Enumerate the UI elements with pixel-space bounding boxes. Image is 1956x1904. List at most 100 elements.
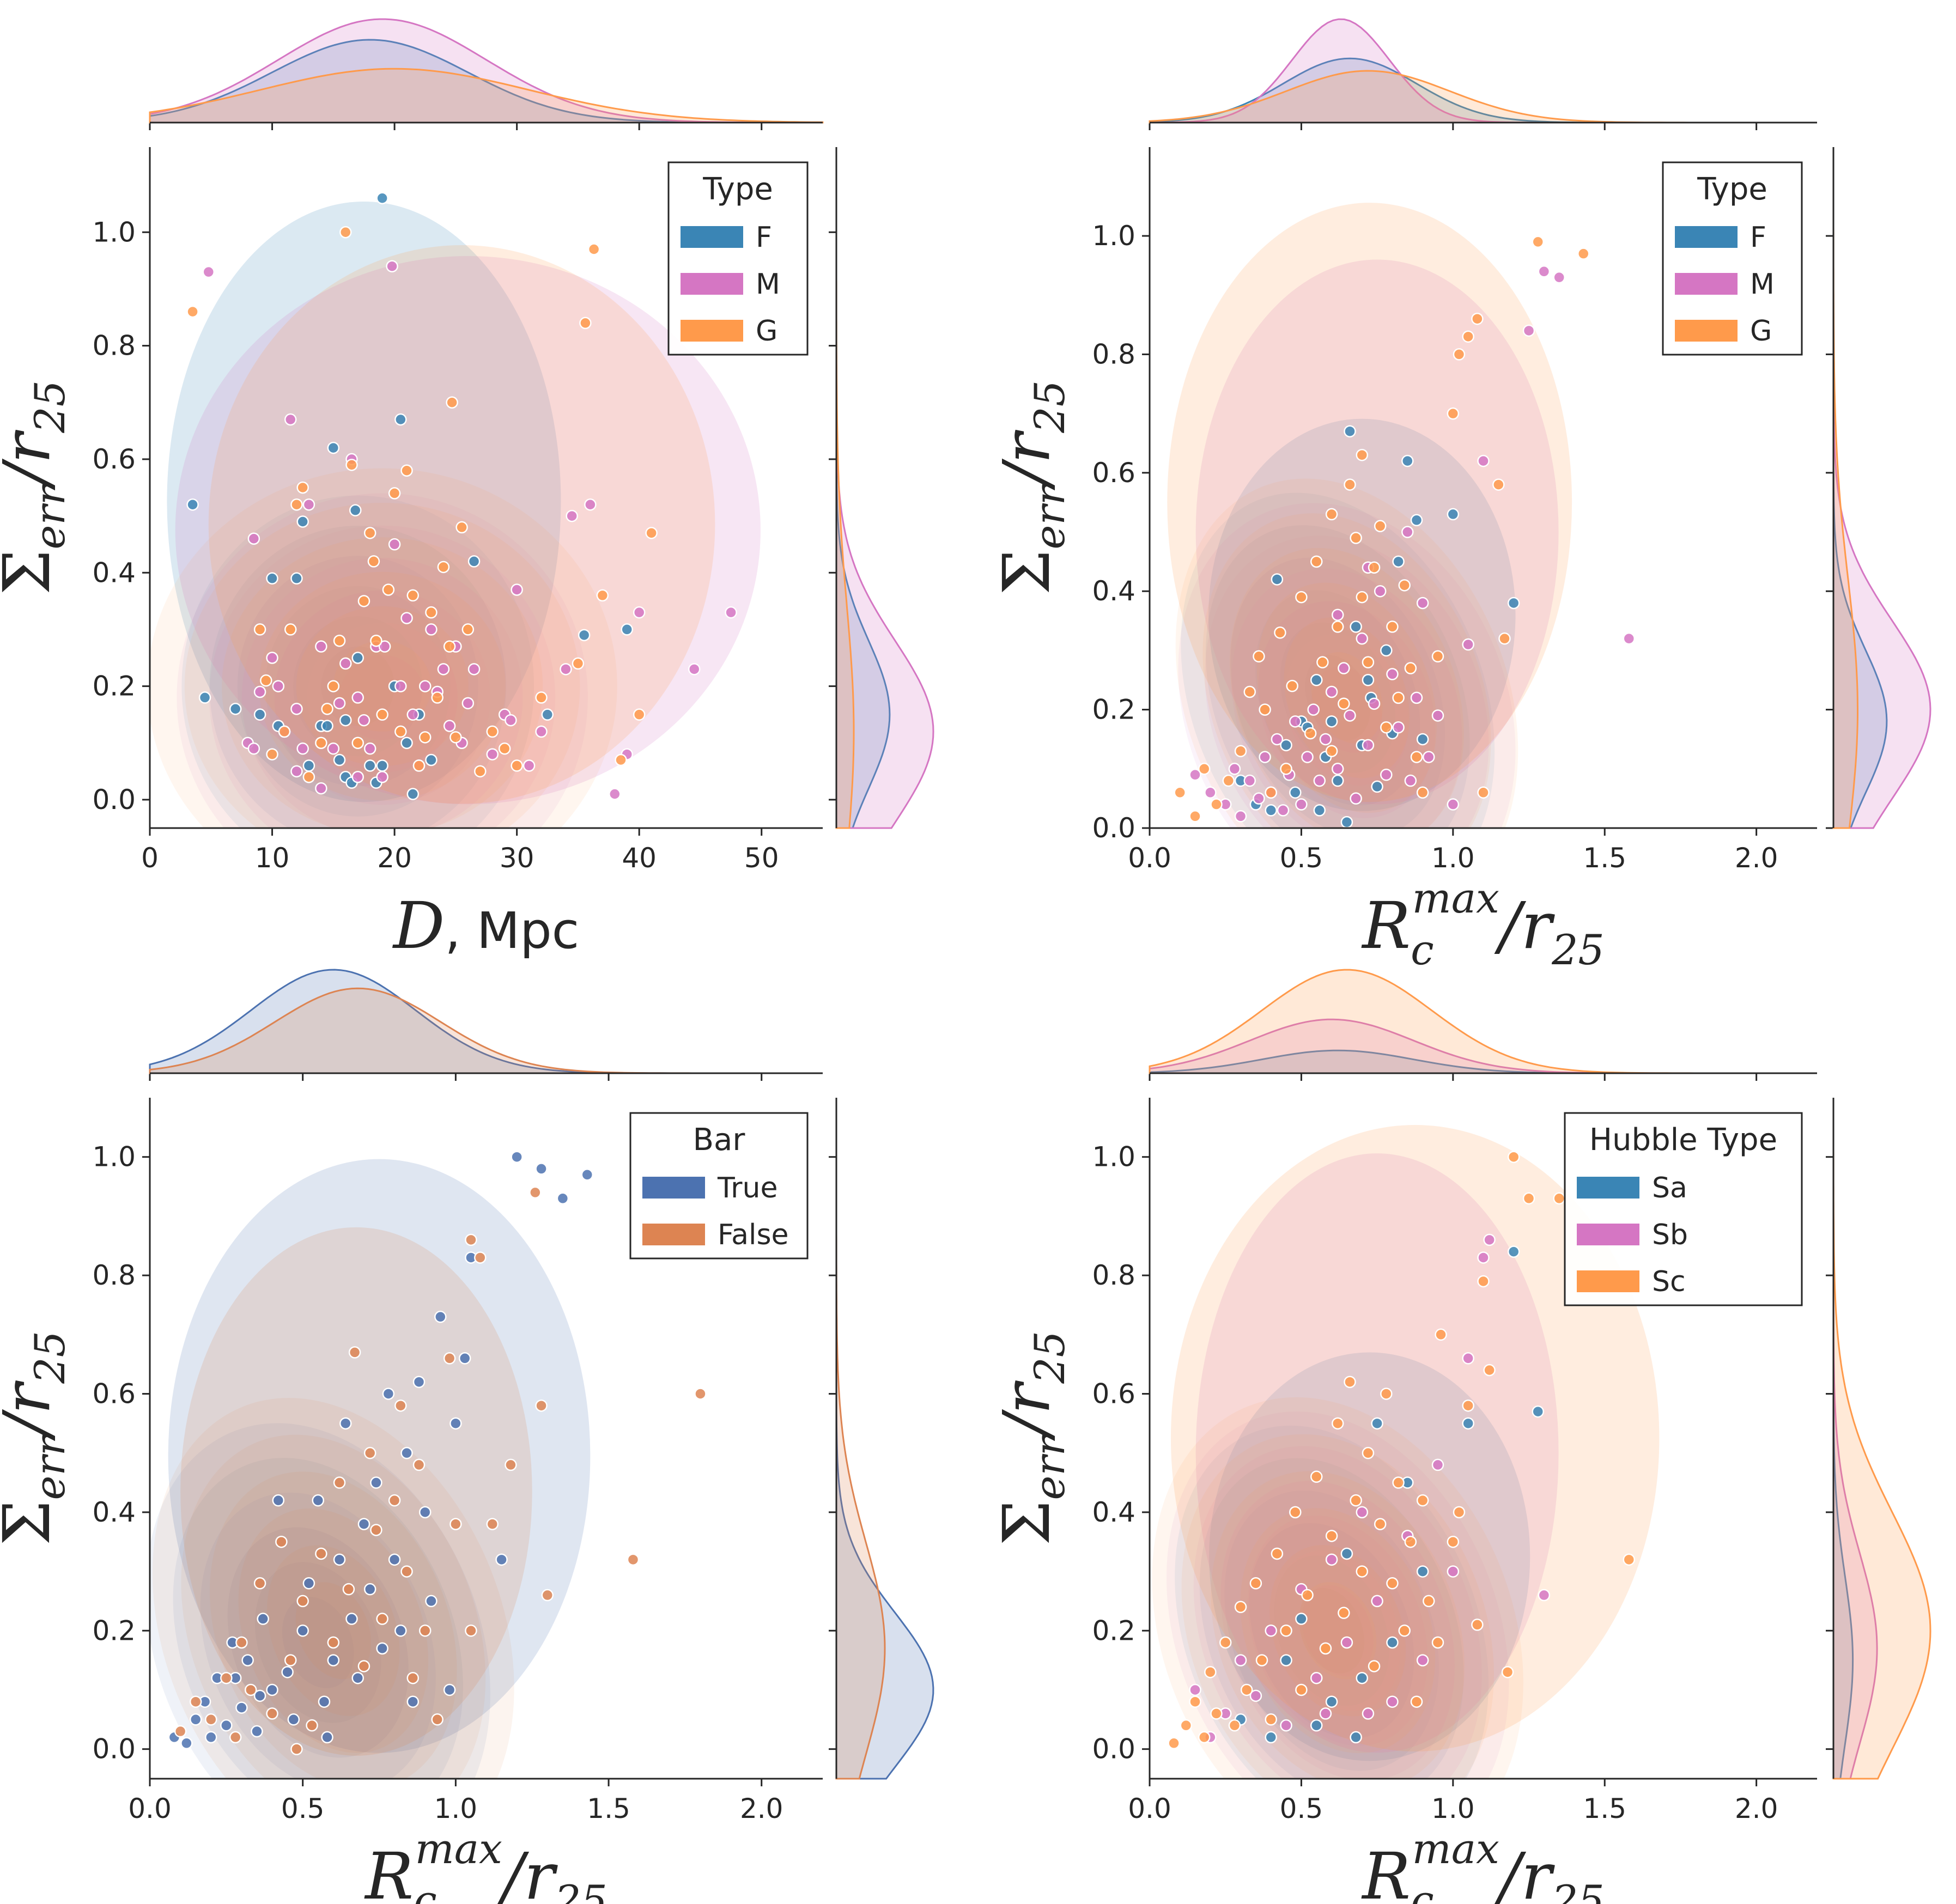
data-point bbox=[505, 714, 517, 727]
x-tick-label: 1.0 bbox=[1431, 842, 1475, 874]
data-point bbox=[1313, 774, 1326, 787]
data-point bbox=[449, 731, 462, 744]
contour-level bbox=[177, 493, 588, 828]
data-point bbox=[1325, 1553, 1338, 1566]
data-point bbox=[425, 1595, 438, 1608]
data-point bbox=[388, 1494, 401, 1507]
data-point bbox=[376, 708, 388, 721]
data-point bbox=[437, 663, 450, 676]
data-point bbox=[394, 680, 407, 692]
data-point bbox=[1271, 1547, 1284, 1560]
data-point bbox=[321, 1731, 333, 1744]
data-point bbox=[1356, 1671, 1369, 1684]
y-tick-label: 0.2 bbox=[92, 1615, 136, 1646]
data-point bbox=[418, 731, 432, 744]
data-point bbox=[351, 1671, 364, 1684]
data-point bbox=[418, 1506, 432, 1519]
contour-level bbox=[1302, 1585, 1374, 1677]
data-point bbox=[1344, 709, 1356, 722]
y-tick-label: 0.4 bbox=[1092, 1497, 1135, 1528]
x-tick-label: 2.0 bbox=[740, 1793, 783, 1824]
data-point bbox=[378, 640, 391, 653]
data-point bbox=[318, 1695, 331, 1708]
data-point bbox=[1386, 1577, 1399, 1590]
data-point bbox=[287, 1713, 300, 1726]
contour-level bbox=[1249, 1523, 1414, 1738]
legend-swatch bbox=[681, 273, 743, 295]
data-point bbox=[1344, 425, 1356, 437]
data-point bbox=[1447, 798, 1460, 811]
y-tick-label: 0.8 bbox=[92, 330, 136, 362]
scatter-points bbox=[1168, 1151, 1636, 1750]
data-point bbox=[1325, 745, 1338, 757]
data-point bbox=[1471, 1619, 1484, 1631]
data-point bbox=[229, 1731, 242, 1744]
data-point bbox=[1228, 763, 1241, 775]
data-point bbox=[1368, 697, 1381, 710]
data-point bbox=[1265, 786, 1277, 799]
data-point bbox=[1507, 597, 1520, 610]
data-point bbox=[1423, 751, 1435, 763]
data-point bbox=[315, 737, 327, 749]
legend-label: Sc bbox=[1652, 1266, 1686, 1298]
data-point bbox=[333, 753, 346, 767]
legend: Type FMG bbox=[1662, 161, 1803, 356]
data-point bbox=[412, 1376, 426, 1388]
data-point bbox=[357, 595, 370, 607]
contour-level bbox=[227, 1527, 409, 1758]
data-point bbox=[198, 691, 211, 704]
data-point bbox=[388, 538, 401, 551]
data-point bbox=[1243, 685, 1256, 698]
data-point bbox=[725, 606, 737, 619]
x-axis-title: Rcmax/r25 bbox=[364, 1824, 608, 1904]
data-point bbox=[1398, 1625, 1411, 1637]
data-point bbox=[315, 782, 327, 795]
data-point bbox=[349, 504, 362, 516]
density-g bbox=[150, 245, 715, 828]
y-tick-label: 0.2 bbox=[1092, 694, 1135, 726]
contour-level bbox=[209, 525, 556, 828]
data-point bbox=[1271, 573, 1284, 586]
data-point bbox=[633, 708, 646, 721]
data-point bbox=[394, 725, 407, 738]
data-point bbox=[1174, 786, 1186, 799]
data-point bbox=[1253, 650, 1265, 663]
data-point bbox=[1371, 1417, 1383, 1430]
data-point bbox=[579, 317, 592, 330]
data-point bbox=[1168, 1737, 1180, 1750]
data-point bbox=[1234, 1601, 1247, 1614]
data-point bbox=[1416, 1565, 1429, 1578]
data-point bbox=[1253, 792, 1265, 805]
data-point bbox=[253, 708, 266, 721]
data-point bbox=[339, 657, 352, 670]
y-tick-label: 0.2 bbox=[92, 671, 136, 702]
data-point bbox=[189, 1695, 202, 1708]
y-tick-label: 0.8 bbox=[92, 1260, 136, 1291]
contour-level bbox=[209, 526, 506, 828]
legend-swatch bbox=[642, 1224, 705, 1245]
data-point bbox=[189, 1713, 202, 1726]
data-point bbox=[511, 759, 523, 772]
y-tick-label: 0.4 bbox=[92, 1497, 136, 1528]
data-point bbox=[1331, 609, 1344, 621]
x-tick-label: 0.0 bbox=[1128, 1793, 1171, 1824]
data-point bbox=[205, 1731, 217, 1744]
data-point bbox=[1477, 1251, 1490, 1264]
data-point bbox=[1462, 638, 1474, 651]
data-point bbox=[257, 1613, 269, 1625]
data-point bbox=[467, 555, 481, 568]
contour-level bbox=[1224, 1491, 1439, 1771]
data-point bbox=[406, 788, 420, 800]
data-point bbox=[1310, 1671, 1323, 1684]
data-point bbox=[370, 635, 382, 647]
legend: Bar True False bbox=[629, 1112, 809, 1260]
data-point bbox=[1416, 1494, 1429, 1507]
data-point bbox=[505, 1458, 517, 1471]
scatter-points bbox=[168, 1151, 707, 1755]
marginal-x-curve bbox=[149, 68, 824, 124]
data-point bbox=[400, 737, 413, 749]
data-point bbox=[1301, 1589, 1314, 1602]
x-axis-title: Rcmax/r25 bbox=[1361, 1824, 1605, 1904]
data-point bbox=[425, 623, 438, 636]
data-point bbox=[455, 521, 468, 534]
